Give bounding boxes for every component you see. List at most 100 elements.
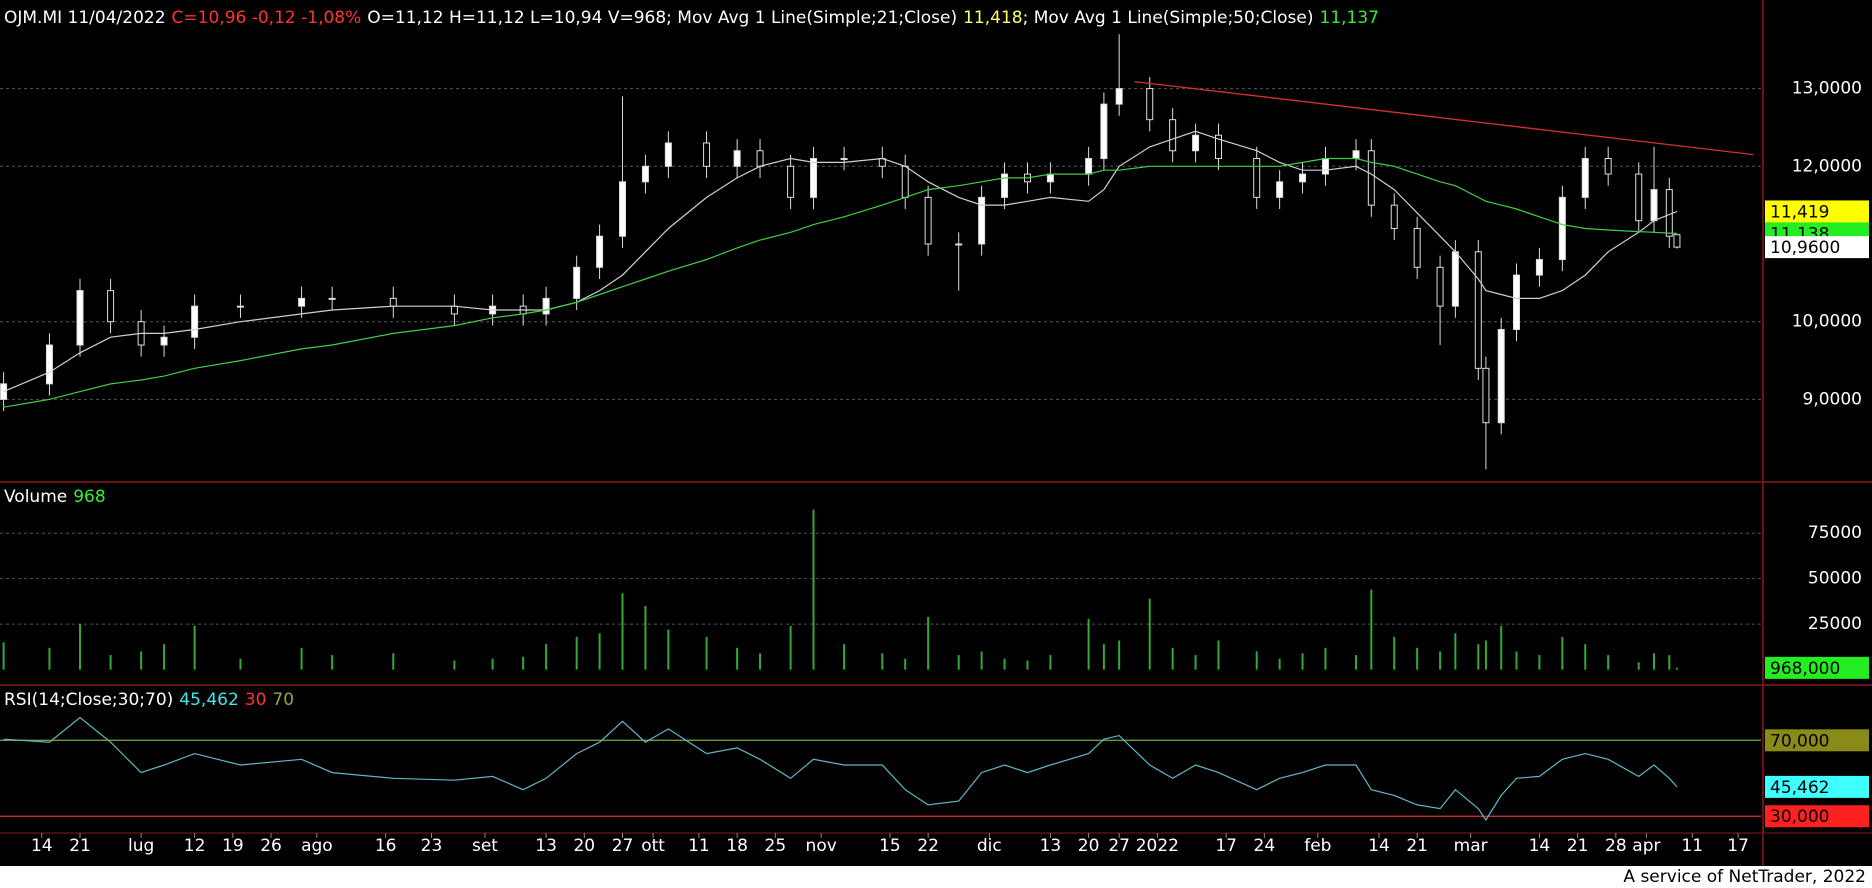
volume-bar xyxy=(644,605,647,670)
value-flag xyxy=(1765,656,1869,679)
volume-bar xyxy=(789,625,792,670)
moving-average xyxy=(3,130,1678,393)
y-tick-label: 50000 xyxy=(1808,569,1862,589)
candle-body xyxy=(1558,196,1566,261)
header-segment: 11,137 xyxy=(1320,8,1379,28)
candle-body xyxy=(756,150,764,167)
volume-bar xyxy=(48,647,51,670)
y-tick-label: 9,0000 xyxy=(1803,389,1862,409)
candle-body xyxy=(1276,181,1284,198)
value-flag-label: 45,462 xyxy=(1770,778,1829,798)
header-segment: 70 xyxy=(272,690,294,710)
volume-bar xyxy=(1500,625,1503,670)
volume-bar xyxy=(957,655,960,670)
volume-bar xyxy=(980,651,983,670)
volume-bar xyxy=(667,629,670,670)
candle-body xyxy=(1352,150,1360,160)
candle-body xyxy=(1581,158,1589,198)
volume-bar xyxy=(1278,658,1281,670)
candle-body xyxy=(1673,234,1681,248)
volume-bar xyxy=(1477,644,1480,670)
candle-body xyxy=(1665,189,1673,237)
volume-bar xyxy=(163,644,166,670)
volume-bar xyxy=(491,658,494,670)
header-segment: 968 xyxy=(73,487,105,507)
candle-body xyxy=(1474,251,1482,369)
volume-bar xyxy=(1324,647,1327,670)
panel-header: Volume 968 xyxy=(4,487,106,507)
x-tick-label: 14 xyxy=(1368,836,1390,856)
value-flag-label: 10,9600 xyxy=(1770,238,1840,258)
value-flag xyxy=(1765,200,1869,223)
candle-body xyxy=(1046,173,1054,183)
value-flag-label: 968,000 xyxy=(1770,659,1840,679)
volume-bar xyxy=(2,642,5,670)
volume-bar xyxy=(812,509,815,670)
volume-bar xyxy=(1355,655,1358,670)
candle-body xyxy=(0,383,8,400)
x-tick-label: 12 xyxy=(184,836,206,856)
candle-body xyxy=(328,297,336,300)
volume-bar xyxy=(927,616,930,670)
candle-body xyxy=(45,344,53,385)
header-segment: ; Mov Avg 1 Line(Simple;50;Close) xyxy=(1023,8,1314,28)
candle-body xyxy=(1146,88,1154,121)
volume-bar xyxy=(109,655,112,670)
x-tick-label: 28 xyxy=(1605,836,1627,856)
candle-body xyxy=(1169,119,1177,152)
candle-body xyxy=(733,150,741,167)
header-segment: O=11,12 H=11,12 L=10,94 V=968 xyxy=(367,8,666,28)
candle-body xyxy=(641,165,649,183)
candle-body xyxy=(1253,158,1261,198)
x-tick-label: 13 xyxy=(1040,836,1062,856)
volume-bar xyxy=(545,644,548,670)
volume-bar xyxy=(1171,647,1174,670)
volume-bar xyxy=(1653,653,1656,670)
trendline xyxy=(1134,80,1754,156)
x-tick-label: 27 xyxy=(612,836,634,856)
panel-header: OJM.MI 11/04/2022 C=10,96 -0,12 -1,08% O=1… xyxy=(4,8,1379,28)
value-flag-label: 30,000 xyxy=(1770,807,1829,827)
volume-bar xyxy=(736,647,739,670)
volume-bar xyxy=(1454,633,1457,670)
candle-body xyxy=(955,243,963,246)
value-flag xyxy=(1765,236,1869,259)
candle-body xyxy=(901,165,909,198)
candle-body xyxy=(1635,173,1643,222)
volume-bar xyxy=(1675,667,1678,670)
volume-bar xyxy=(1194,655,1197,670)
header-segment: ; Mov Avg 1 Line(Simple;21;Close) xyxy=(666,8,957,28)
x-tick-label: 14 xyxy=(31,836,53,856)
candle-body xyxy=(542,297,550,315)
volume-bar xyxy=(1637,662,1640,670)
candle-body xyxy=(450,305,458,315)
candle-body xyxy=(1192,134,1200,152)
volume-bar xyxy=(705,636,708,670)
moving-average xyxy=(3,157,1678,408)
volume-bar xyxy=(1416,647,1419,670)
x-tick-label: dic xyxy=(977,836,1002,856)
volume-bar xyxy=(904,658,907,670)
volume-bar xyxy=(1102,644,1105,670)
x-tick-label: apr xyxy=(1632,836,1660,856)
candle-body xyxy=(1604,158,1612,175)
candle-body xyxy=(389,297,397,307)
x-tick-label: 17 xyxy=(1727,836,1749,856)
header-segment: 30 xyxy=(245,690,267,710)
candle-body xyxy=(573,266,581,299)
volume-bar xyxy=(881,653,884,670)
volume-bar xyxy=(1439,651,1442,670)
candle-body xyxy=(1535,259,1543,276)
volume-bar xyxy=(1538,655,1541,670)
volume-bar xyxy=(1484,640,1487,670)
volume-bar xyxy=(1301,653,1304,670)
y-tick-label: 25000 xyxy=(1808,614,1862,634)
candle-body xyxy=(596,235,604,268)
candle-body xyxy=(1001,173,1009,198)
header-segment: 11,418 xyxy=(963,8,1022,28)
x-tick-label: feb xyxy=(1304,836,1331,856)
volume-bar xyxy=(300,647,303,670)
x-tick-label: 17 xyxy=(1215,836,1237,856)
volume-bar xyxy=(1255,651,1258,670)
